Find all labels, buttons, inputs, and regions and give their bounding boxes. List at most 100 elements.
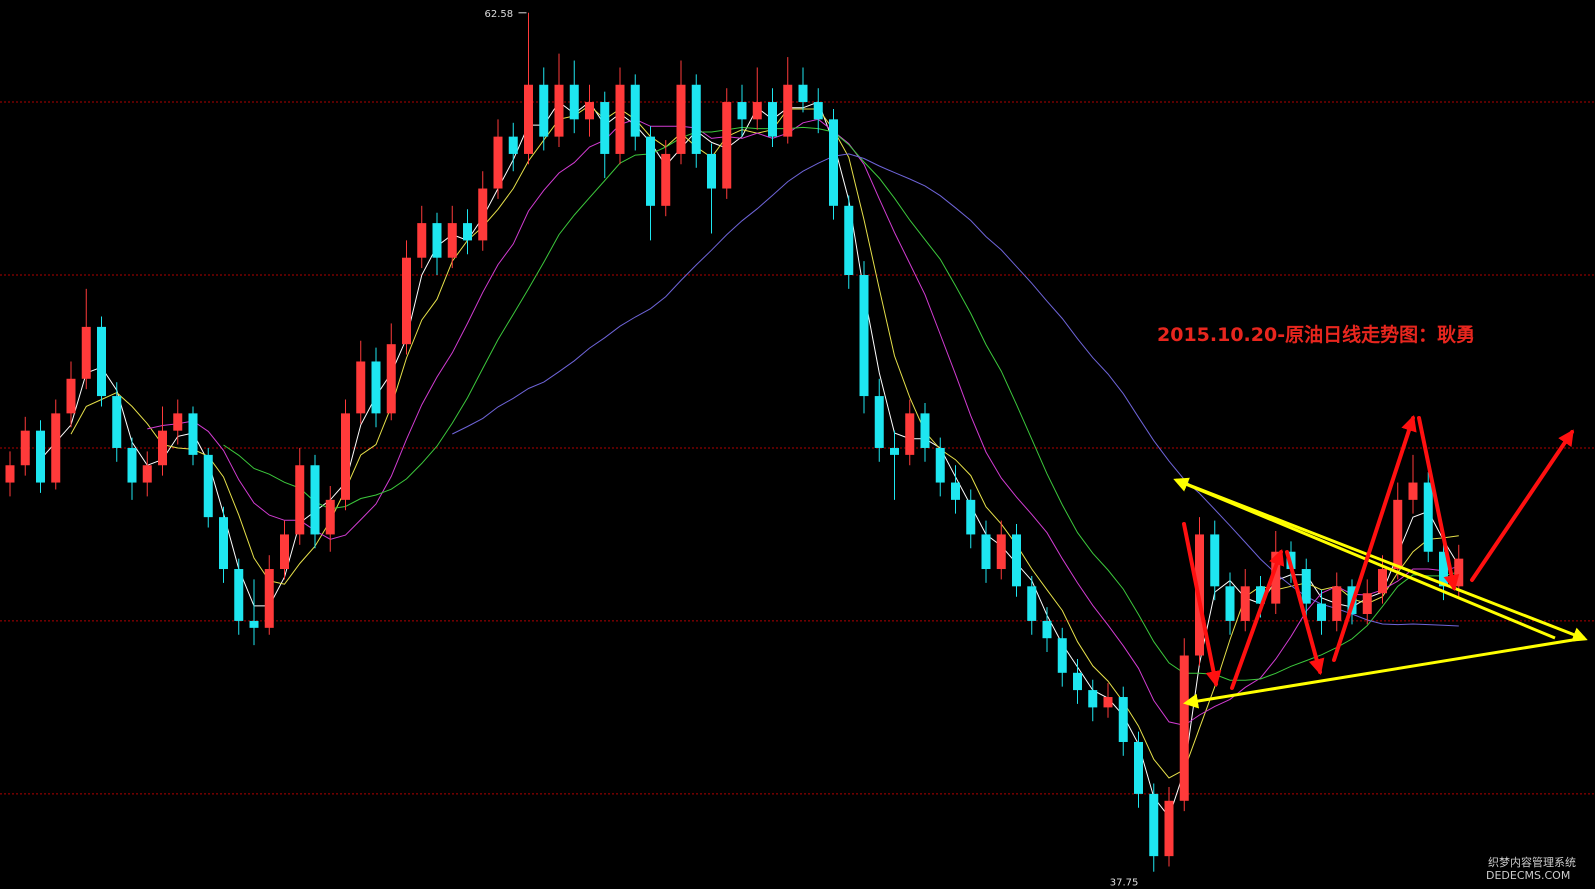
candle-body [188,413,198,455]
candle-body [569,84,579,120]
candle-body [203,454,213,518]
candle-body [1179,655,1189,801]
candle-body [844,205,854,276]
candles [5,12,1464,872]
candle-body [1164,800,1174,857]
candle-body [219,517,228,570]
upper-trend-line [1175,478,1588,642]
candle-body [371,361,381,414]
candle-body [890,447,899,455]
wave-arrow [1417,416,1460,592]
candle-body [1240,586,1250,621]
candle-body [325,499,335,535]
candle-body [768,102,777,137]
candle-body [935,447,945,483]
candle-body [646,136,655,206]
candle-body [1378,569,1387,594]
candle-body [1134,741,1143,794]
candle-body [691,84,701,154]
candle-body [1423,482,1433,552]
candle-body [859,275,869,397]
wave-arrow [1332,414,1417,662]
candle-body [142,465,152,483]
candle-body [661,153,671,206]
candle-body [813,102,823,120]
candle-body [20,430,30,466]
candle-body [600,102,610,154]
candle-body [280,534,289,570]
candle-body [1439,551,1448,587]
candle-body [158,430,167,466]
wave-arrow [1285,550,1325,676]
moving-average [223,126,1459,681]
candle-body [36,430,45,483]
candle-body [249,620,259,628]
candle-body [447,223,457,258]
candle-body [707,153,716,189]
candle-body [1073,672,1082,691]
candle-body [905,413,915,455]
candle-body [1332,586,1342,621]
candle-body [478,188,488,241]
wave-arrows [1182,414,1574,690]
candle-body [1057,638,1067,673]
moving-average [40,101,1460,818]
candle-body [829,119,838,206]
candle-body [1408,482,1418,500]
high-marker-label: 62.58 [485,9,514,20]
candle-body [493,136,503,189]
candle-body [539,84,549,137]
wave-arrow [1230,548,1285,690]
candle-body [1317,603,1326,621]
candle-body [1012,534,1021,587]
candle-body [234,569,244,621]
grid [0,101,1595,795]
wave-arrow [1182,522,1222,688]
candle-body [1301,569,1311,604]
candle-body [1088,690,1098,708]
candle-body [81,326,91,379]
candle-body [1027,586,1037,621]
moving-average [147,118,1459,726]
chart-title: 2015.10.20-原油日线走势图：耿勇 [1157,323,1475,346]
watermark: 织梦内容管理系统 [1488,855,1576,869]
moving-averages [40,101,1460,818]
watermark: DEDECMS.COM [1486,869,1570,882]
candle-body [798,84,808,103]
candle-body [432,223,442,258]
candle-body [310,465,320,535]
candle-body [737,102,747,120]
candle-body [1118,697,1128,742]
candle-body [966,499,976,535]
candle-body [554,84,564,137]
candle-body [920,413,930,448]
candle-body [264,569,274,628]
candle-body [1103,697,1113,708]
candle-body [996,534,1006,570]
wave-arrow [1470,429,1574,582]
candle-body [1225,586,1235,621]
candle-body [585,102,594,120]
candle-body [1042,620,1052,639]
candle-body [463,223,472,241]
candle-body [524,84,533,154]
candle-body [1256,586,1265,604]
candle-body [752,102,762,120]
candle-body [722,102,732,189]
moving-average [452,153,1459,627]
moving-average [70,104,1459,779]
candle-body [676,84,686,154]
candle-body [295,465,305,535]
candle-body [5,465,15,483]
lower-trend-line [1183,636,1586,709]
candle-body [341,413,350,500]
candle-body [402,257,411,345]
candle-body [615,84,625,154]
candle-body [173,413,183,431]
candle-body [874,396,884,448]
candle-body [417,223,427,258]
candle-body [1149,793,1159,857]
candle-body [66,378,76,414]
